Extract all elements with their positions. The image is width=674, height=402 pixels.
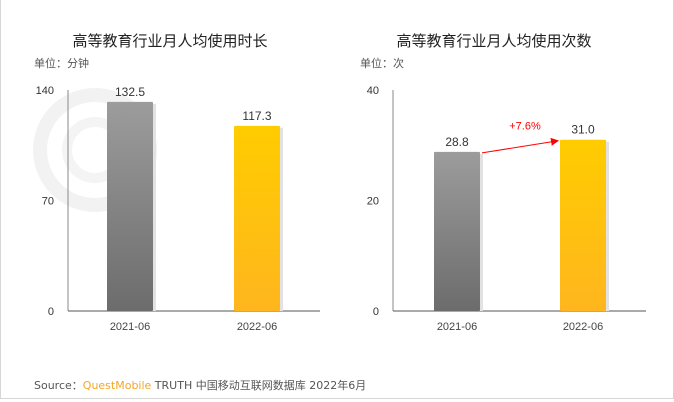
growth-arrow xyxy=(481,137,559,154)
bar-2021-06 xyxy=(107,101,153,311)
source-note: Source：QuestMobile TRUTH 中国移动互联网数据库 2022… xyxy=(34,377,366,393)
y-tick-label: 20 xyxy=(367,196,379,208)
growth-annotation: +7.6% xyxy=(509,121,541,133)
y-tick-label: 0 xyxy=(48,306,54,318)
x-tick-label: 2022-06 xyxy=(237,321,277,333)
x-tick-label: 2021-06 xyxy=(437,321,477,333)
bar-2021-06 xyxy=(434,151,480,311)
y-tick-label: 0 xyxy=(373,306,379,318)
unit-label-right: 单位：次 xyxy=(360,57,404,70)
bar-2022-06 xyxy=(560,139,606,311)
data-label: 117.3 xyxy=(242,109,271,123)
x-tick-label: 2021-06 xyxy=(110,321,150,333)
data-label: 31.0 xyxy=(571,123,595,137)
bar-2022-06 xyxy=(234,125,280,311)
x-tick-label: 2022-06 xyxy=(563,321,603,333)
y-tick-label: 70 xyxy=(42,196,54,208)
unit-label-left: 单位：分钟 xyxy=(34,57,89,70)
data-label: 132.5 xyxy=(115,85,145,99)
data-label: 28.8 xyxy=(445,135,469,149)
y-tick-label: 140 xyxy=(36,85,54,97)
chart-title-right: 高等教育行业月人均使用次数 xyxy=(396,32,592,50)
y-tick-label: 40 xyxy=(367,85,379,97)
chart-title-left: 高等教育行业月人均使用时长 xyxy=(72,32,268,50)
source-text: TRUTH 中国移动互联网数据库 2022年6月 xyxy=(151,379,367,392)
source-prefix: Source： xyxy=(34,379,83,392)
source-brand: QuestMobile xyxy=(82,379,152,392)
